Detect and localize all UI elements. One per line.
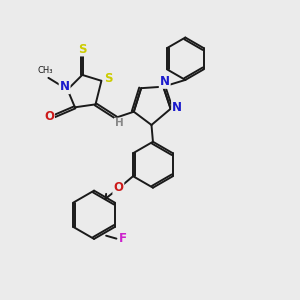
Text: N: N <box>160 75 170 88</box>
Text: O: O <box>113 181 123 194</box>
Text: H: H <box>115 118 124 128</box>
Text: N: N <box>172 101 182 114</box>
Text: F: F <box>119 232 127 245</box>
Text: CH₃: CH₃ <box>38 66 53 75</box>
Text: S: S <box>103 72 112 85</box>
Text: S: S <box>78 43 86 56</box>
Text: N: N <box>60 80 70 93</box>
Text: O: O <box>44 110 54 123</box>
